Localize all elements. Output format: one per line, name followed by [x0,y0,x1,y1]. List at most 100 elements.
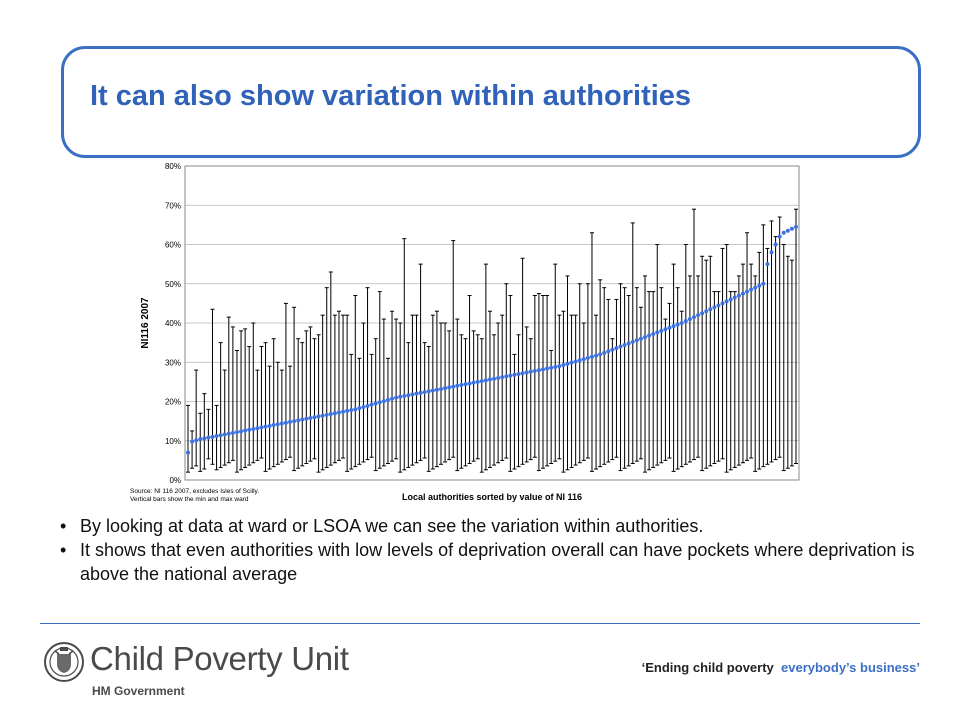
y-tick-label: 40% [165,319,181,328]
data-point [471,380,476,385]
data-point [528,369,533,374]
range-bar [740,263,745,464]
range-bar [447,330,452,461]
range-bar [390,310,395,462]
data-point [316,414,321,419]
range-bar [553,263,558,462]
range-bar [308,326,313,462]
bullet-list: By looking at data at ward or LSOA we ca… [60,514,920,586]
range-bar [773,236,778,461]
data-point [255,426,260,431]
data-point [353,407,358,412]
range-bar [467,295,472,465]
data-point [516,372,521,377]
data-point [455,383,460,388]
data-point [239,429,244,434]
y-tick-label: 50% [165,280,181,289]
range-bar [479,338,484,473]
range-bar [671,263,676,472]
data-point [198,437,203,442]
data-point [659,328,664,333]
data-point [524,370,529,375]
data-point [390,396,395,401]
range-bar [251,322,256,464]
y-tick-label: 70% [165,201,181,210]
range-bar [341,314,346,459]
range-bar [361,322,366,463]
data-point [365,403,370,408]
range-bar [451,240,456,458]
data-point [206,435,211,440]
footer-divider [40,623,920,624]
range-bar [459,334,464,469]
range-bar [745,232,750,461]
data-point [749,287,754,292]
data-point [553,364,558,369]
range-bar [512,353,517,470]
data-point [716,303,721,308]
data-point [785,228,790,233]
range-bar [691,208,696,461]
range-bar [532,295,537,458]
range-bar [720,247,725,460]
y-tick-label: 20% [165,398,181,407]
data-point [369,402,374,407]
range-bar [426,346,431,472]
data-point [447,385,452,390]
data-point [651,331,656,336]
data-point [296,418,301,423]
range-bar [336,310,341,461]
data-point [414,391,419,396]
data-point [492,376,497,381]
gridlines [185,165,799,481]
data-point [210,434,215,439]
range-bar [438,322,443,465]
data-point [704,309,709,314]
data-point [655,330,660,335]
range-bar [545,295,550,467]
data-point [312,415,317,420]
data-point [320,413,325,418]
range-bar [247,346,252,466]
range-bar [626,295,631,467]
range-bar [708,255,713,467]
range-bar [475,334,480,460]
range-bar [487,310,492,468]
range-bar [634,287,639,462]
data-point [426,389,431,394]
data-point [243,428,248,433]
y-tick-label: 80% [165,162,181,171]
range-bar [406,342,411,468]
range-bar [761,224,766,468]
data-point [508,373,513,378]
range-bar [794,208,798,465]
range-bar [728,291,733,471]
title-frame [61,46,921,158]
data-point [214,434,219,439]
range-bar [292,306,297,472]
range-bar [377,291,382,469]
data-point [765,262,770,267]
range-bar [683,244,688,465]
range-bar [659,287,664,464]
range-bar [492,334,497,466]
range-bar [569,314,574,468]
data-point [434,387,439,392]
data-point [667,325,672,330]
data-point [341,409,346,414]
data-point [361,404,366,409]
range-bar [271,338,276,468]
range-bar [781,244,786,472]
data-point [402,394,407,399]
data-point [745,289,750,294]
range-bar [316,334,321,473]
data-point [422,390,427,395]
range-bar [602,287,607,465]
range-bar [610,338,615,461]
data-point [357,406,362,411]
source-note-line-1: Source: NI 116 2007, excludes Isles of S… [130,488,259,495]
range-bar [704,259,709,469]
footer-slogan: ‘Ending child poverty everybody’s busine… [642,660,920,675]
slide-title: It can also show variation within author… [90,80,692,112]
range-bar [508,295,513,472]
